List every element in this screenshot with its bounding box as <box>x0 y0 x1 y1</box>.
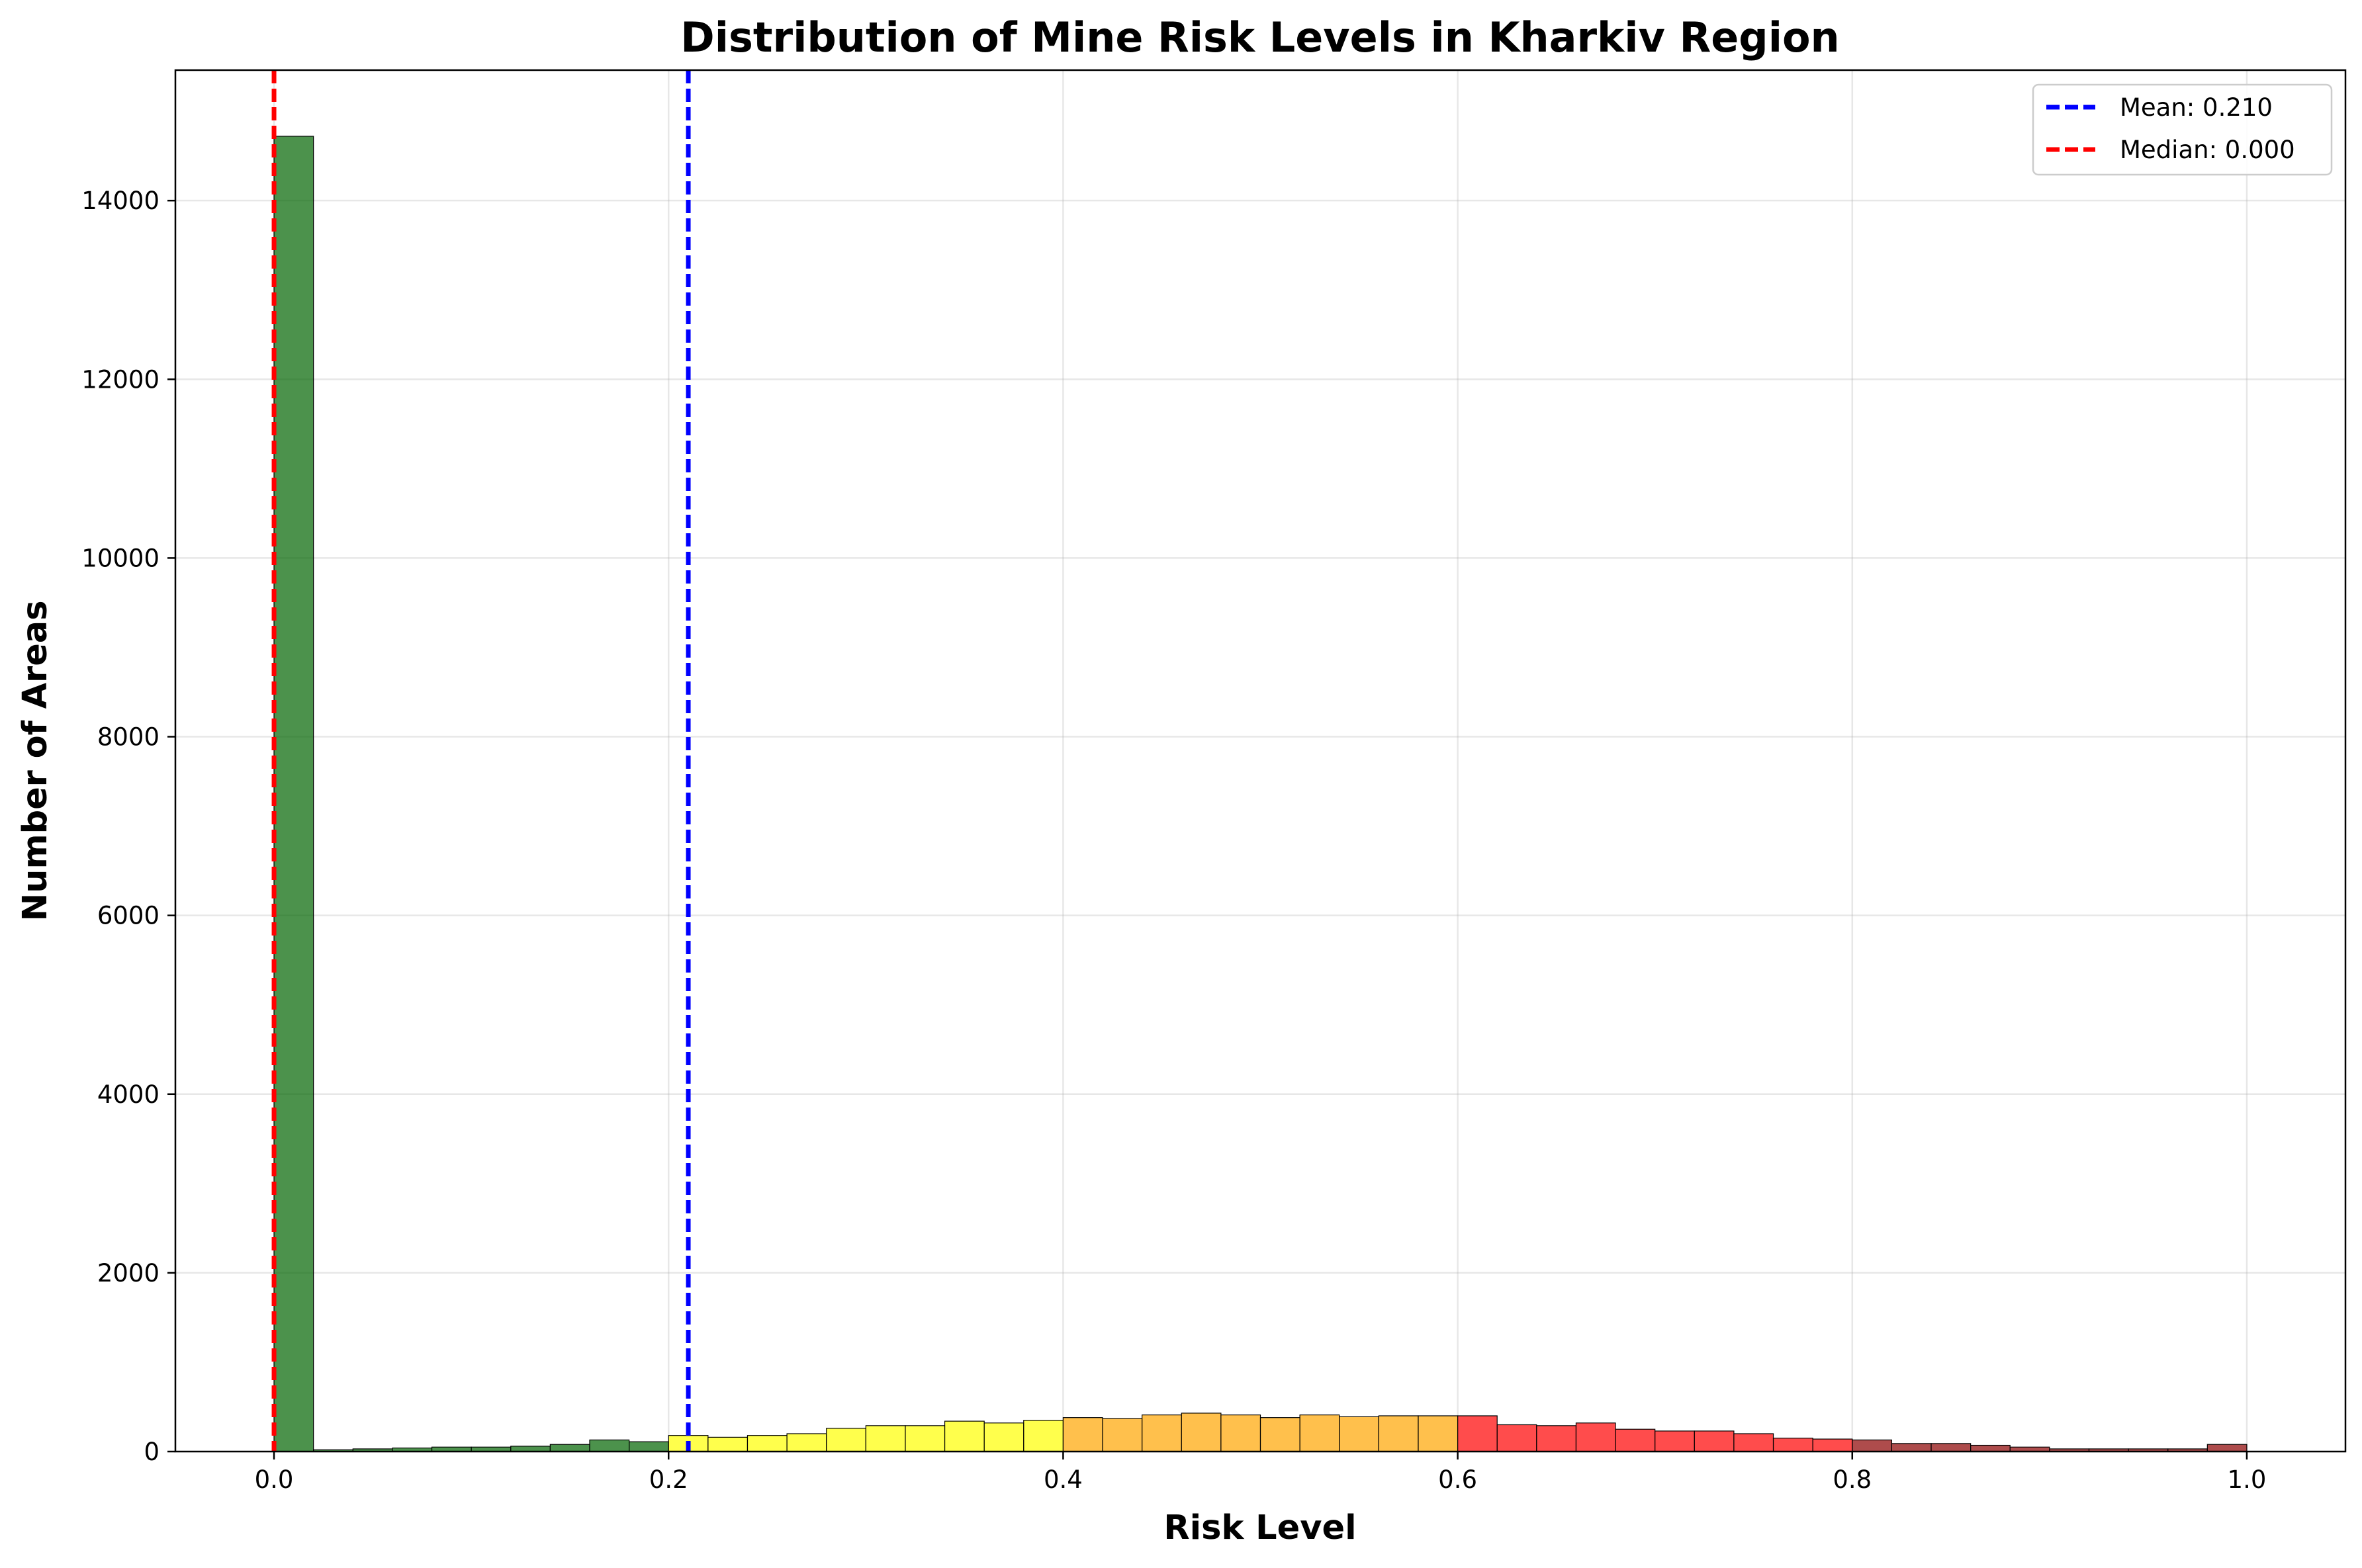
histogram-bar <box>983 1422 1024 1452</box>
y-axis-label: Number of Areas <box>16 600 55 921</box>
legend: Mean: 0.210 Median: 0.000 <box>2032 83 2333 176</box>
x-tick-label: 1.0 <box>2228 1465 2267 1494</box>
histogram-bar <box>1181 1413 1222 1452</box>
y-tick-label: 4000 <box>97 1080 159 1109</box>
histogram-bar <box>1852 1439 1892 1452</box>
chart-title: Distribution of Mine Risk Levels in Khar… <box>680 13 1839 62</box>
histogram-bar <box>273 136 314 1452</box>
x-tick-label: 0.6 <box>1438 1465 1477 1494</box>
y-tick-label: 10000 <box>81 544 159 572</box>
histogram-bar <box>905 1425 946 1452</box>
y-tick-label: 14000 <box>81 187 159 215</box>
legend-median-label: Median: 0.000 <box>2120 136 2295 164</box>
histogram-bar <box>1339 1416 1379 1452</box>
histogram-bar <box>1142 1415 1182 1452</box>
histogram-bar <box>1102 1418 1143 1452</box>
histogram-bars <box>273 136 2248 1452</box>
histogram-bar <box>1023 1420 1064 1452</box>
histogram-bar <box>865 1425 906 1452</box>
histogram-bar <box>1891 1443 1932 1452</box>
x-tick-label: 0.2 <box>649 1465 688 1494</box>
histogram-bar <box>1655 1430 1695 1452</box>
reference-lines <box>271 70 691 1452</box>
legend-box <box>2032 83 2333 176</box>
histogram-bar <box>707 1436 749 1452</box>
x-axis-ticks: 0.0 0.2 0.4 0.6 0.8 1.0 <box>255 1452 2267 1494</box>
plot-frame <box>174 69 2347 1453</box>
histogram-bar <box>786 1433 827 1452</box>
histogram-bar <box>1930 1443 1972 1452</box>
histogram-bar <box>1062 1417 1103 1452</box>
y-tick-label: 12000 <box>81 365 159 394</box>
x-tick-label: 0.8 <box>1833 1465 1872 1494</box>
histogram-bar <box>1772 1438 1813 1452</box>
histogram-bar <box>1812 1438 1853 1452</box>
histogram-bar <box>1615 1428 1656 1452</box>
y-tick-label: 0 <box>144 1438 159 1466</box>
y-axis-ticks: 0 2000 4000 6000 8000 10000 12000 14000 <box>81 187 175 1466</box>
histogram-bar <box>589 1439 630 1452</box>
histogram-bar <box>1496 1424 1537 1452</box>
histogram-bar <box>549 1444 590 1452</box>
histogram-bar <box>1536 1425 1577 1452</box>
histogram-bar <box>2206 1444 2248 1452</box>
histogram-bar <box>1299 1415 1340 1452</box>
legend-mean-label: Mean: 0.210 <box>2120 93 2273 122</box>
grid-lines <box>175 70 2345 1453</box>
y-tick-label: 6000 <box>97 902 159 930</box>
histogram-bar <box>1575 1422 1616 1452</box>
histogram-bar <box>629 1441 669 1452</box>
histogram-bar <box>944 1420 985 1452</box>
x-axis-label: Risk Level <box>1163 1508 1356 1547</box>
histogram-bar <box>826 1428 866 1452</box>
x-tick-label: 0.4 <box>1044 1465 1083 1494</box>
y-tick-label: 8000 <box>97 723 159 752</box>
histogram-bar <box>1259 1417 1300 1452</box>
histogram-bar <box>1418 1415 1459 1452</box>
histogram-bar <box>1457 1415 1498 1452</box>
histogram-bar <box>1694 1430 1735 1452</box>
histogram-bar <box>1378 1415 1419 1452</box>
histogram-bar <box>1970 1444 2011 1452</box>
histogram-bar <box>1220 1415 1261 1452</box>
histogram-bar <box>1733 1433 1774 1452</box>
histogram-bar <box>747 1435 788 1452</box>
y-tick-label: 2000 <box>97 1259 159 1287</box>
x-tick-label: 0.0 <box>255 1465 294 1494</box>
